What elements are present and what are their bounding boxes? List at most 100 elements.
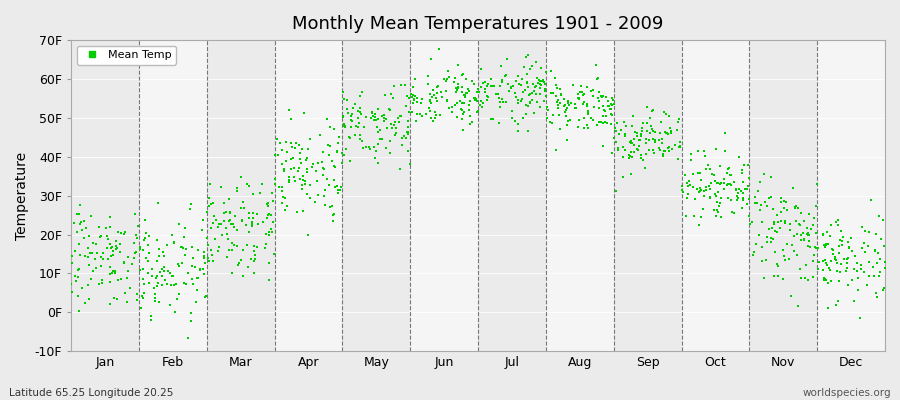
Y-axis label: Temperature: Temperature bbox=[15, 152, 29, 240]
Point bbox=[242, 183, 256, 190]
Point bbox=[691, 148, 706, 154]
Point bbox=[835, 238, 850, 244]
Point bbox=[212, 244, 226, 250]
Point bbox=[434, 88, 448, 95]
Point bbox=[405, 109, 419, 115]
Point bbox=[270, 136, 284, 142]
Point bbox=[284, 166, 299, 172]
Point bbox=[395, 142, 410, 149]
Point bbox=[323, 204, 338, 210]
Point bbox=[78, 300, 93, 306]
Point bbox=[492, 83, 507, 89]
Point bbox=[703, 186, 717, 192]
Point bbox=[413, 100, 428, 106]
Point bbox=[755, 219, 770, 226]
Point bbox=[202, 254, 216, 261]
Point bbox=[301, 191, 315, 197]
Point bbox=[327, 210, 341, 217]
Point bbox=[450, 87, 464, 93]
Point bbox=[835, 241, 850, 248]
Point bbox=[377, 118, 392, 124]
Point bbox=[144, 317, 158, 323]
Point bbox=[634, 128, 649, 134]
Point bbox=[500, 56, 514, 62]
Point bbox=[105, 248, 120, 254]
Point bbox=[519, 71, 534, 78]
Point bbox=[322, 152, 337, 158]
Point bbox=[763, 174, 778, 180]
Point bbox=[148, 298, 162, 304]
Point bbox=[670, 119, 685, 125]
Point bbox=[402, 161, 417, 168]
Point bbox=[580, 110, 595, 117]
Point bbox=[625, 140, 639, 146]
Point bbox=[339, 97, 354, 103]
Point bbox=[529, 83, 544, 89]
Point bbox=[638, 165, 652, 171]
Point bbox=[151, 299, 166, 305]
Point bbox=[658, 148, 672, 154]
Point bbox=[703, 166, 717, 172]
Point bbox=[155, 273, 169, 280]
Point bbox=[508, 78, 523, 84]
Point bbox=[632, 143, 646, 150]
Point bbox=[494, 62, 508, 69]
Point bbox=[551, 104, 565, 111]
Point bbox=[309, 168, 323, 174]
Point bbox=[796, 230, 810, 237]
Point bbox=[544, 120, 559, 127]
Point bbox=[450, 100, 464, 106]
Point bbox=[534, 82, 548, 89]
Point bbox=[81, 254, 95, 260]
Point bbox=[518, 64, 532, 70]
Point bbox=[275, 194, 290, 200]
Point bbox=[523, 91, 537, 97]
Point bbox=[259, 241, 274, 247]
Point bbox=[363, 146, 377, 152]
Point bbox=[640, 104, 654, 110]
Point bbox=[826, 247, 841, 253]
Point bbox=[604, 102, 618, 108]
Point bbox=[330, 187, 345, 193]
Point bbox=[245, 223, 259, 230]
Point bbox=[279, 158, 293, 164]
Point bbox=[622, 154, 636, 161]
Point bbox=[371, 116, 385, 122]
Point bbox=[442, 73, 456, 80]
Point bbox=[419, 111, 434, 118]
Point bbox=[742, 196, 756, 202]
Point bbox=[184, 243, 199, 250]
Point bbox=[634, 152, 648, 158]
Point bbox=[854, 262, 868, 268]
Point bbox=[456, 100, 471, 106]
Point bbox=[688, 196, 702, 202]
Point bbox=[330, 148, 345, 154]
Point bbox=[586, 117, 600, 123]
Point bbox=[377, 112, 392, 118]
Point bbox=[187, 264, 202, 270]
Point bbox=[828, 256, 842, 262]
Point bbox=[615, 126, 629, 133]
Point bbox=[800, 277, 814, 283]
Point bbox=[869, 260, 884, 266]
Point bbox=[389, 125, 403, 132]
Point bbox=[149, 283, 164, 290]
Point bbox=[486, 83, 500, 90]
Point bbox=[662, 144, 676, 151]
Point bbox=[693, 170, 707, 176]
Point bbox=[537, 98, 552, 104]
Point bbox=[337, 123, 351, 129]
Point bbox=[600, 120, 615, 126]
Point bbox=[300, 166, 314, 172]
Point bbox=[878, 259, 892, 266]
Point bbox=[770, 228, 784, 235]
Point bbox=[134, 305, 148, 312]
Point bbox=[407, 97, 421, 103]
Point bbox=[72, 240, 86, 247]
Point bbox=[451, 81, 465, 87]
Point bbox=[149, 237, 164, 244]
Point bbox=[544, 68, 559, 75]
Point bbox=[657, 148, 671, 154]
Point bbox=[406, 84, 420, 91]
Point bbox=[724, 181, 738, 188]
